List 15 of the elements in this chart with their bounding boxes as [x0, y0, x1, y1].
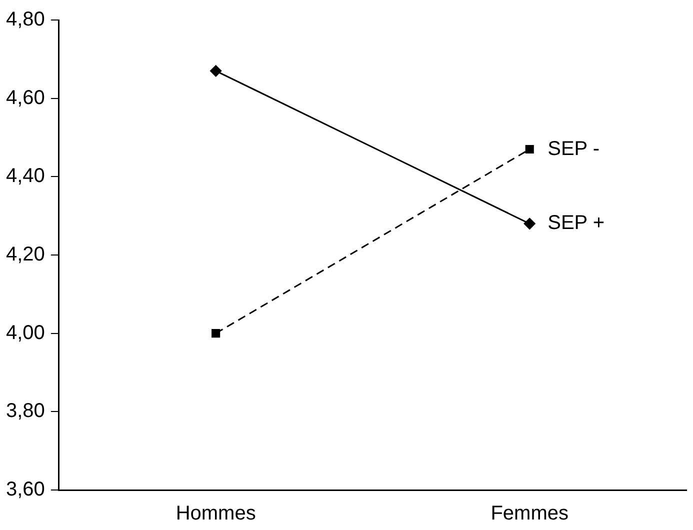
point [212, 329, 220, 338]
y-tick-label: 3,60 [6, 478, 45, 501]
x-tick-label: Hommes [176, 502, 256, 525]
y-tick-label: 4,00 [6, 322, 45, 344]
point [525, 144, 534, 154]
point [524, 218, 536, 230]
point [210, 65, 222, 77]
y-tick-label: 4,60 [6, 86, 45, 109]
x-tick-label: Femmes [490, 502, 569, 525]
y-tick-label: 4,20 [6, 244, 45, 266]
y-tick-label: 4,80 [6, 8, 45, 31]
y-tick-label: 3,80 [6, 400, 45, 422]
y-tick-label: 4,40 [6, 165, 45, 188]
series-label: SEP + [548, 212, 605, 234]
series-label: SEP - [548, 138, 600, 160]
